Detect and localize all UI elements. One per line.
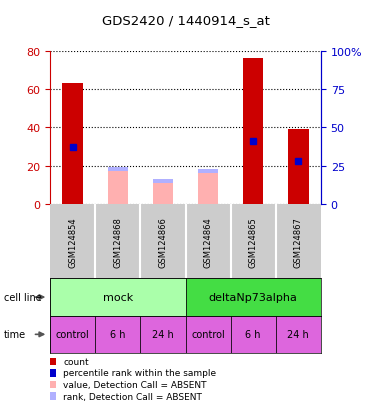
Text: GSM124865: GSM124865 — [249, 216, 258, 267]
Text: count: count — [63, 357, 89, 366]
Text: GSM124864: GSM124864 — [204, 216, 213, 267]
Bar — [50, 279, 186, 316]
Bar — [288, 130, 309, 204]
Text: value, Detection Call = ABSENT: value, Detection Call = ABSENT — [63, 380, 207, 389]
Bar — [62, 84, 83, 204]
Text: control: control — [56, 330, 89, 339]
Text: cell line: cell line — [4, 292, 42, 302]
Text: GSM124868: GSM124868 — [113, 216, 122, 267]
Bar — [95, 316, 140, 353]
Bar — [153, 184, 173, 204]
Bar — [231, 316, 276, 353]
Text: time: time — [4, 330, 26, 339]
Text: GSM124866: GSM124866 — [158, 216, 167, 267]
Text: 24 h: 24 h — [288, 330, 309, 339]
Bar — [276, 316, 321, 353]
Bar — [153, 180, 173, 184]
Bar — [198, 173, 218, 204]
Text: rank, Detection Call = ABSENT: rank, Detection Call = ABSENT — [63, 392, 202, 401]
Text: control: control — [191, 330, 225, 339]
Bar — [243, 59, 263, 204]
Text: GDS2420 / 1440914_s_at: GDS2420 / 1440914_s_at — [102, 14, 269, 27]
Text: mock: mock — [103, 292, 133, 302]
Text: GSM124867: GSM124867 — [294, 216, 303, 267]
Bar — [186, 316, 231, 353]
Bar — [108, 168, 128, 171]
Bar — [140, 316, 186, 353]
Text: deltaNp73alpha: deltaNp73alpha — [209, 292, 298, 302]
Bar — [186, 279, 321, 316]
Text: 6 h: 6 h — [110, 330, 125, 339]
Text: 24 h: 24 h — [152, 330, 174, 339]
Text: GSM124854: GSM124854 — [68, 216, 77, 267]
Bar — [108, 171, 128, 204]
Bar — [198, 169, 218, 173]
Bar — [50, 316, 95, 353]
Text: percentile rank within the sample: percentile rank within the sample — [63, 368, 217, 377]
Text: 6 h: 6 h — [246, 330, 261, 339]
